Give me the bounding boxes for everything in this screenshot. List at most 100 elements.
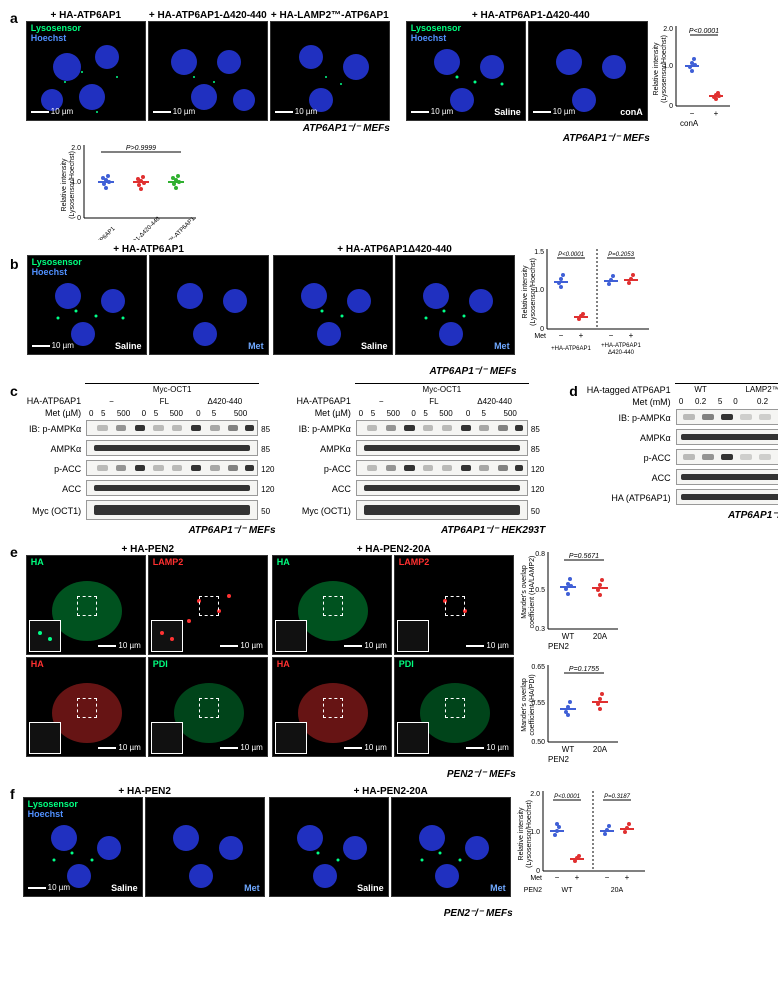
panel-a-header-1: + HA-ATP6AP1 xyxy=(26,10,146,21)
svg-text:(Lysosensor/Hoechst): (Lysosensor/Hoechst) xyxy=(69,151,76,219)
panel-a-img-1: Lysosensor Hoechst 10 µm xyxy=(26,21,146,121)
svg-text:+HA-ATP6AP1: +HA-ATP6AP1 xyxy=(601,343,641,349)
panel-b-label: b xyxy=(10,256,19,272)
panel-a-right-img-cona: 10 µm conA xyxy=(528,21,648,121)
svg-text:Met: Met xyxy=(534,333,546,340)
panel-d: HA-tagged ATP6AP1 WT LAMP2™ Met (mM) 00.… xyxy=(586,383,778,521)
panel-e-r2-img1: HA 10 µm xyxy=(26,657,146,757)
svg-text:P>0.9999: P>0.9999 xyxy=(126,145,156,152)
panel-a-img-2: 10 µm xyxy=(148,21,268,121)
svg-text:PEN2: PEN2 xyxy=(523,887,541,894)
svg-text:P<0.0001: P<0.0001 xyxy=(558,252,584,258)
svg-text:+: + xyxy=(578,331,583,340)
panel-b: b + HA-ATP6AP1 LysosensorHoechst 10 µm S… xyxy=(10,244,768,377)
svg-text:0.3: 0.3 xyxy=(535,626,545,633)
svg-text:0: 0 xyxy=(536,868,540,875)
svg-text:Met: Met xyxy=(530,875,542,882)
svg-text:conA: conA xyxy=(680,119,699,128)
svg-text:+: + xyxy=(713,109,718,118)
svg-text:WT: WT xyxy=(562,745,575,754)
panel-f-scatter: 2.0 1.0 0 Relative intensity (Lysosensor… xyxy=(515,786,655,906)
svg-text:+HA-ATP6AP1: +HA-ATP6AP1 xyxy=(551,346,591,352)
svg-text:0.5: 0.5 xyxy=(535,587,545,594)
panel-c: Myc-OCT1 HA-ATP6AP1 − FL Δ420-440 Met (µ… xyxy=(26,383,545,536)
panel-e: e + HA-PEN2 HA 10 µm LAMP2 xyxy=(10,544,768,780)
svg-text:0.50: 0.50 xyxy=(531,739,545,746)
svg-text:−: − xyxy=(689,109,694,118)
svg-text:ATP6AP1: ATP6AP1 xyxy=(94,226,117,240)
panel-f-img-2: Met xyxy=(145,797,265,897)
svg-text:+: + xyxy=(624,873,629,882)
svg-text:Relative intensity: Relative intensity xyxy=(61,158,68,211)
panel-f-label: f xyxy=(10,786,15,802)
panel-b-scatter: 1.5 1.0 0 Relative intensity (Lysosensor… xyxy=(519,244,659,364)
svg-text:(Lysosensor/Hoechst): (Lysosensor/Hoechst) xyxy=(526,800,533,868)
panel-a-header-2: + HA-ATP6AP1-Δ420-440 xyxy=(148,10,268,21)
panel-f-img-4: Met xyxy=(391,797,511,897)
svg-text:−: − xyxy=(558,331,563,340)
panel-a-img-3: 10 µm xyxy=(270,21,390,121)
svg-text:+: + xyxy=(628,331,633,340)
panel-a-right-scatter: 2.0 1.0 0 Relative intensity (Lysosensor… xyxy=(650,21,740,131)
panel-e-scatter-top: 0.8 0.5 0.3 Mander's overlap coefficient… xyxy=(518,544,628,654)
svg-text:−: − xyxy=(608,331,613,340)
svg-text:Relative intensity: Relative intensity xyxy=(653,42,660,95)
svg-text:coefficient (HA/PDI): coefficient (HA/PDI) xyxy=(529,674,536,735)
panel-f: f + HA-PEN2 LysosensorHoechst 10 µm Sali… xyxy=(10,786,768,919)
svg-text:−: − xyxy=(554,873,559,882)
panel-e-scatter-bottom: 0.65 0.55 0.50 Mander's overlap coeffici… xyxy=(518,657,628,767)
panel-a-right-header: + HA-ATP6AP1-Δ420-440 xyxy=(406,10,656,21)
panel-a-celltype: ATP6AP1⁻/⁻ MEFs xyxy=(270,123,390,134)
svg-text:0: 0 xyxy=(77,215,81,222)
panel-a-label: a xyxy=(10,10,18,26)
svg-text:P<0.0001: P<0.0001 xyxy=(689,28,719,35)
svg-text:2.0: 2.0 xyxy=(663,26,673,33)
panel-c-label: c xyxy=(10,383,18,399)
panel-a-bottom-scatter: 2.0 1.0 0 Relative intensity (Lysosensor… xyxy=(56,140,390,240)
panel-f-img-1: LysosensorHoechst 10 µm Saline xyxy=(23,797,143,897)
panel-d-label: d xyxy=(569,383,578,399)
svg-text:WT: WT xyxy=(562,632,575,641)
panel-b-img-3: Saline xyxy=(273,255,393,355)
svg-text:20A: 20A xyxy=(593,632,608,641)
svg-text:(Lysosensor/Hoechst): (Lysosensor/Hoechst) xyxy=(661,35,668,103)
panel-e-r1-img1: HA 10 µm xyxy=(26,555,146,655)
svg-text:(Lysosensor/Hoechst): (Lysosensor/Hoechst) xyxy=(530,258,537,326)
svg-text:Mander's overlap: Mander's overlap xyxy=(521,565,528,619)
svg-text:P=0.3187: P=0.3187 xyxy=(604,794,631,800)
panel-f-img-3: Saline xyxy=(269,797,389,897)
panel-e-r1-img2: LAMP2 10 µm xyxy=(148,555,268,655)
panel-b-img-1: LysosensorHoechst 10 µm Saline xyxy=(27,255,147,355)
svg-text:0: 0 xyxy=(540,326,544,333)
panel-b-img-4: Met xyxy=(395,255,515,355)
svg-text:Δ420-440: Δ420-440 xyxy=(608,350,635,356)
svg-text:1.5: 1.5 xyxy=(534,249,544,256)
svg-text:+: + xyxy=(574,873,579,882)
panel-e-r1-img3: HA 10 µm xyxy=(272,555,392,655)
svg-text:PEN2: PEN2 xyxy=(548,642,569,651)
svg-text:2.0: 2.0 xyxy=(530,791,540,798)
svg-text:coefficient (HA/LAMP2): coefficient (HA/LAMP2) xyxy=(529,556,536,629)
svg-text:2.0: 2.0 xyxy=(71,145,81,152)
svg-text:0: 0 xyxy=(669,103,673,110)
svg-text:20A: 20A xyxy=(610,887,623,894)
panel-e-r1-img4: LAMP2 10 µm xyxy=(394,555,514,655)
svg-text:ATP6AP1-Δ420-440: ATP6AP1-Δ420-440 xyxy=(119,216,162,240)
svg-text:Relative intensity: Relative intensity xyxy=(518,807,525,860)
svg-text:Relative intensity: Relative intensity xyxy=(522,265,529,318)
panel-b-img-2: Met xyxy=(149,255,269,355)
panel-e-r2-img3: HA 10 µm xyxy=(272,657,392,757)
panel-a: a + HA-ATP6AP1 Lysosensor Hoechst 10 µm xyxy=(10,10,768,240)
svg-text:20A: 20A xyxy=(593,745,608,754)
svg-text:P<0.0001: P<0.0001 xyxy=(554,794,580,800)
panel-e-r2-img2: PDI 10 µm xyxy=(148,657,268,757)
panel-e-label: e xyxy=(10,544,18,560)
svg-text:P=0.2053: P=0.2053 xyxy=(608,252,635,258)
panel-a-header-3: + HA-LAMP2™-ATP6AP1 xyxy=(270,10,390,21)
svg-text:WT: WT xyxy=(561,887,573,894)
panel-a-right-img-saline: Lysosensor Hoechst 10 µm Saline xyxy=(406,21,526,121)
panel-e-r2-img4: PDI 10 µm xyxy=(394,657,514,757)
svg-text:PEN2: PEN2 xyxy=(548,755,569,764)
svg-text:P=0.1755: P=0.1755 xyxy=(569,666,599,673)
svg-text:0.65: 0.65 xyxy=(531,664,545,671)
